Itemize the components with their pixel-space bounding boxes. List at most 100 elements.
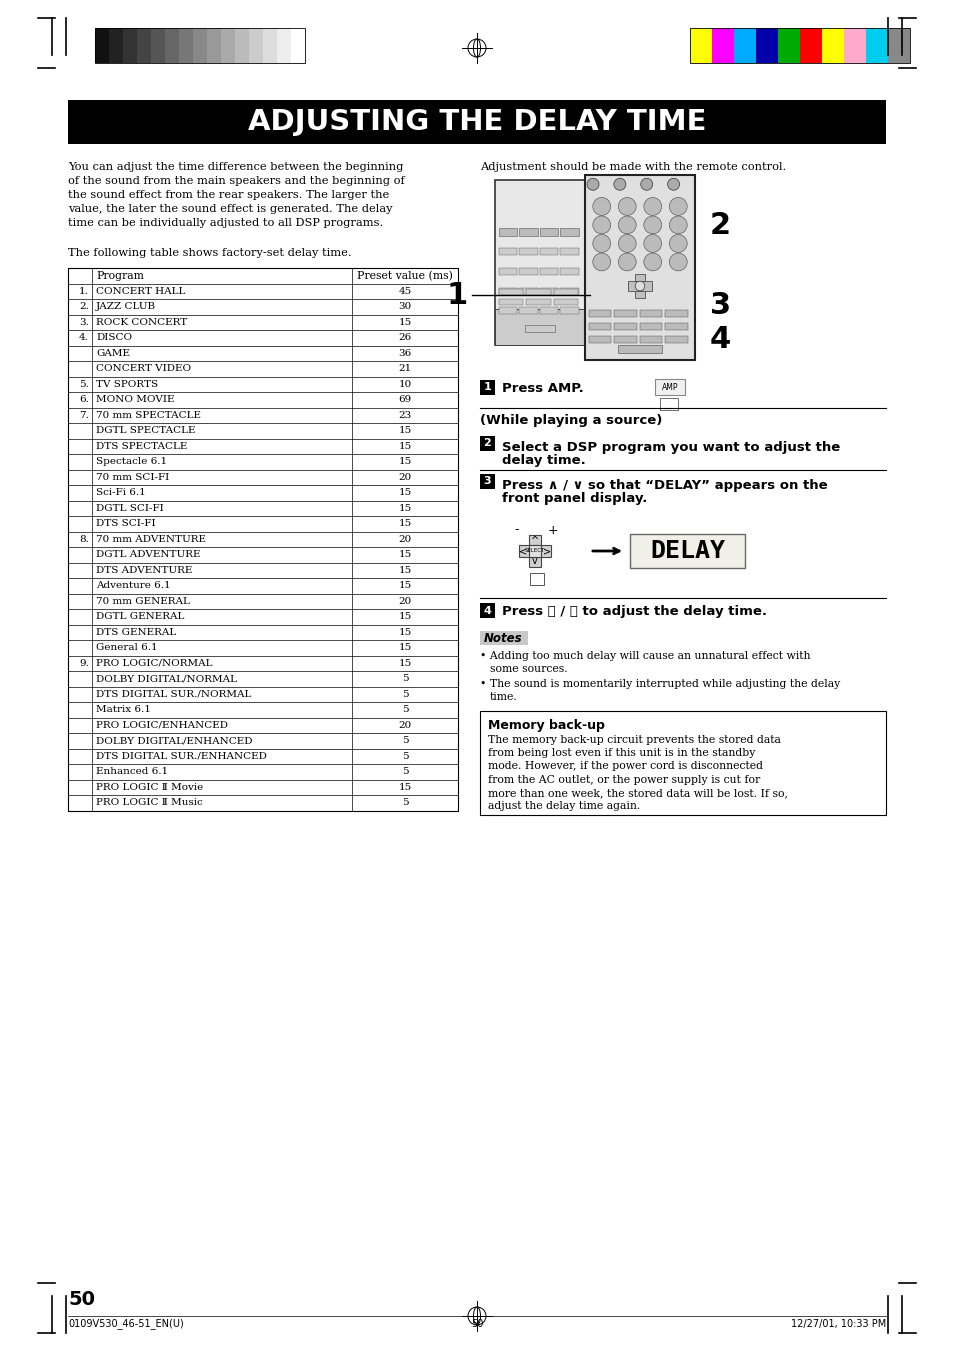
Text: v: v (532, 557, 537, 566)
Bar (179, 28, 193, 63)
Text: Enhanced 6.1: Enhanced 6.1 (96, 767, 168, 777)
Bar (584, 176, 695, 359)
Text: 2.: 2. (79, 303, 89, 311)
Bar (588, 309, 611, 317)
Text: >: > (542, 546, 551, 557)
Circle shape (640, 178, 652, 190)
Text: ADJUSTING THE DELAY TIME: ADJUSTING THE DELAY TIME (248, 108, 705, 136)
Bar (539, 228, 558, 236)
Bar (800, 28, 821, 63)
Text: Spectacle 6.1: Spectacle 6.1 (96, 457, 167, 466)
Text: GAME: GAME (96, 349, 130, 358)
Text: time can be individually adjusted to all DSP programs.: time can be individually adjusted to all… (68, 218, 383, 228)
Text: DGTL GENERAL: DGTL GENERAL (96, 612, 184, 621)
Bar (68, 100, 885, 145)
Bar (519, 249, 537, 255)
Text: 0109V530_46-51_EN(U): 0109V530_46-51_EN(U) (68, 1319, 184, 1329)
Bar (207, 28, 221, 63)
Text: 4: 4 (483, 605, 491, 616)
Bar (539, 267, 558, 274)
Text: PRO LOGIC Ⅱ Movie: PRO LOGIC Ⅱ Movie (96, 782, 203, 792)
Bar (614, 323, 637, 331)
Bar (526, 289, 550, 296)
Text: front panel display.: front panel display. (501, 492, 647, 505)
Text: • Adding too much delay will cause an unnatural effect with: • Adding too much delay will cause an un… (479, 651, 810, 661)
Text: 30: 30 (398, 303, 411, 311)
Text: 20: 20 (398, 720, 411, 730)
Circle shape (669, 216, 686, 234)
Text: PRO LOGIC Ⅱ Music: PRO LOGIC Ⅱ Music (96, 798, 203, 808)
Bar (518, 544, 551, 557)
Text: 5: 5 (401, 674, 408, 684)
Circle shape (669, 197, 686, 215)
Bar (498, 228, 517, 236)
Text: DTS GENERAL: DTS GENERAL (96, 628, 176, 636)
Text: DGTL ADVENTURE: DGTL ADVENTURE (96, 550, 200, 559)
Text: 26: 26 (398, 334, 411, 342)
Bar (193, 28, 207, 63)
Bar (165, 28, 179, 63)
Text: 9.: 9. (79, 659, 89, 667)
Text: Memory back-up: Memory back-up (488, 719, 604, 732)
Circle shape (618, 235, 636, 253)
Bar (95, 28, 305, 63)
Bar (560, 308, 578, 315)
Bar (519, 267, 537, 274)
Bar (639, 336, 661, 343)
Text: <: < (518, 546, 526, 557)
Text: PRO LOGIC/ENHANCED: PRO LOGIC/ENHANCED (96, 720, 228, 730)
Circle shape (643, 197, 661, 215)
Text: ^: ^ (531, 536, 538, 546)
Bar (614, 309, 637, 317)
Text: Select a DSP program you want to adjust the: Select a DSP program you want to adjust … (501, 440, 840, 454)
Text: 70 mm ADVENTURE: 70 mm ADVENTURE (96, 535, 206, 543)
Text: 20: 20 (398, 473, 411, 482)
Circle shape (618, 216, 636, 234)
Text: -: - (515, 523, 518, 536)
Text: 23: 23 (398, 411, 411, 420)
Bar (498, 300, 523, 305)
Bar (526, 300, 550, 305)
Text: 20: 20 (398, 535, 411, 543)
Text: DGTL SCI-FI: DGTL SCI-FI (96, 504, 164, 513)
Text: 2: 2 (709, 211, 730, 239)
Text: AMP: AMP (661, 382, 678, 392)
Text: 6.: 6. (79, 396, 89, 404)
Bar (560, 249, 578, 255)
Text: 50: 50 (471, 1319, 482, 1329)
Bar (276, 28, 291, 63)
Text: 5: 5 (401, 736, 408, 746)
Bar (639, 309, 661, 317)
Text: DGTL SPECTACLE: DGTL SPECTACLE (96, 427, 195, 435)
Text: The memory back-up circuit prevents the stored data: The memory back-up circuit prevents the … (488, 735, 781, 744)
Text: from being lost even if this unit is in the standby: from being lost even if this unit is in … (488, 748, 755, 758)
Text: 5.: 5. (79, 380, 89, 389)
Text: 15: 15 (398, 317, 411, 327)
Bar (495, 180, 584, 345)
Circle shape (618, 197, 636, 215)
Bar (614, 336, 637, 343)
Text: CONCERT VIDEO: CONCERT VIDEO (96, 365, 191, 373)
Text: 50: 50 (68, 1290, 95, 1309)
Circle shape (667, 178, 679, 190)
Bar (151, 28, 165, 63)
Text: of the sound from the main speakers and the beginning of: of the sound from the main speakers and … (68, 176, 404, 186)
Text: the sound effect from the rear speakers. The larger the: the sound effect from the rear speakers.… (68, 190, 389, 200)
Circle shape (592, 235, 610, 253)
Bar (263, 28, 276, 63)
Bar (639, 323, 661, 331)
Circle shape (669, 253, 686, 270)
Text: Sci-Fi 6.1: Sci-Fi 6.1 (96, 488, 146, 497)
Text: 15: 15 (398, 442, 411, 451)
Bar (755, 28, 778, 63)
Text: 3: 3 (483, 477, 491, 486)
Text: DISCO: DISCO (96, 334, 132, 342)
Bar (655, 380, 684, 394)
Text: value, the later the sound effect is generated. The delay: value, the later the sound effect is gen… (68, 204, 392, 213)
Bar (821, 28, 843, 63)
Text: You can adjust the time difference between the beginning: You can adjust the time difference betwe… (68, 162, 403, 172)
Bar (123, 28, 137, 63)
Text: 70 mm GENERAL: 70 mm GENERAL (96, 597, 190, 605)
Text: 15: 15 (398, 550, 411, 559)
Circle shape (618, 253, 636, 270)
